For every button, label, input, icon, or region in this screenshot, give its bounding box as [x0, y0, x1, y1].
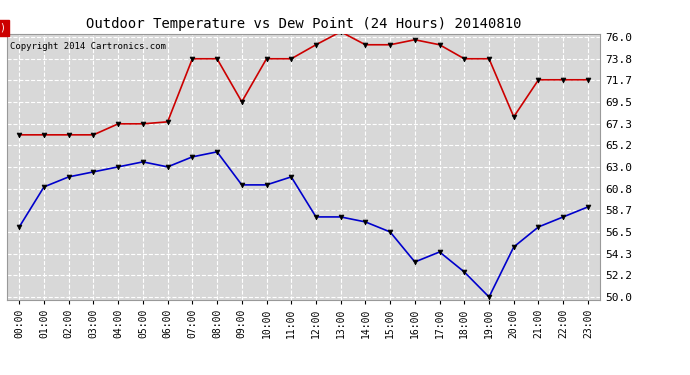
- Text: Copyright 2014 Cartronics.com: Copyright 2014 Cartronics.com: [10, 42, 166, 51]
- Text: Temperature (°F): Temperature (°F): [0, 23, 6, 33]
- Title: Outdoor Temperature vs Dew Point (24 Hours) 20140810: Outdoor Temperature vs Dew Point (24 Hou…: [86, 17, 522, 31]
